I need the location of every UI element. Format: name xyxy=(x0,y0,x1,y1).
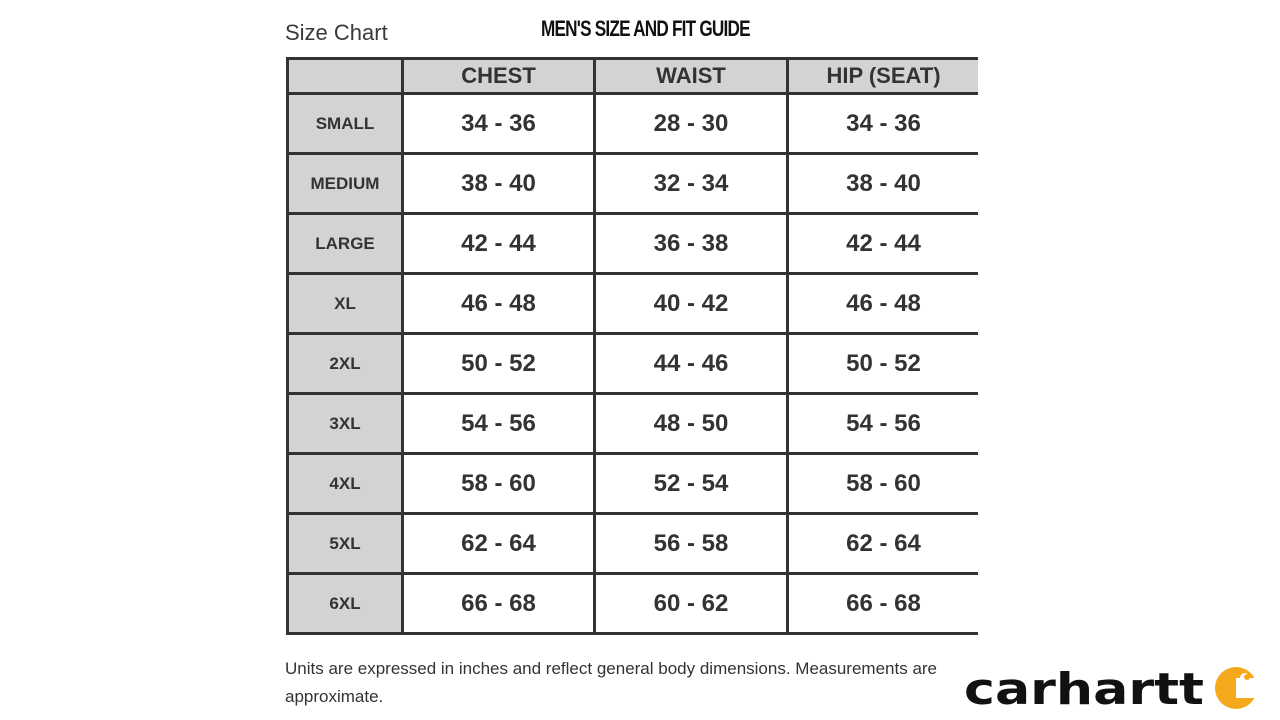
size-label: LARGE xyxy=(286,212,404,275)
page-title: Size Chart xyxy=(285,20,388,45)
waist-cell: 60 - 62 xyxy=(593,572,789,635)
col-waist: WAIST xyxy=(593,58,789,95)
table-row: 6XL 66 - 68 60 - 62 66 - 68 xyxy=(286,572,978,635)
chest-cell: 50 - 52 xyxy=(401,332,596,395)
table-row: SMALL 34 - 36 28 - 30 34 - 36 xyxy=(286,92,978,155)
hip-cell: 46 - 48 xyxy=(786,272,978,335)
table-row: LARGE 42 - 44 36 - 38 42 - 44 xyxy=(286,212,978,275)
waist-cell: 56 - 58 xyxy=(593,512,789,575)
table-row: 3XL 54 - 56 48 - 50 54 - 56 xyxy=(286,392,978,455)
chest-cell: 62 - 64 xyxy=(401,512,596,575)
size-label: XL xyxy=(286,272,404,335)
logo-c-icon xyxy=(1215,667,1258,709)
col-hip: HIP (SEAT) xyxy=(786,58,978,95)
chest-cell: 54 - 56 xyxy=(401,392,596,455)
size-label: SMALL xyxy=(286,93,404,155)
carhartt-logo: carhartt xyxy=(964,664,1258,714)
header-row: CHEST WAIST HIP (SEAT) xyxy=(286,58,978,95)
corner-cell xyxy=(286,58,404,95)
chest-cell: 38 - 40 xyxy=(401,152,596,215)
guide-title: MEN'S SIZE AND FIT GUIDE xyxy=(541,16,751,41)
table-row: 4XL 58 - 60 52 - 54 58 - 60 xyxy=(286,452,978,515)
size-label: 6XL xyxy=(286,572,404,635)
chest-cell: 58 - 60 xyxy=(401,452,596,515)
hip-cell: 38 - 40 xyxy=(786,152,978,215)
waist-cell: 28 - 30 xyxy=(593,92,789,155)
waist-cell: 52 - 54 xyxy=(593,452,789,515)
chest-cell: 34 - 36 xyxy=(401,92,596,155)
col-chest: CHEST xyxy=(401,58,596,95)
chest-cell: 42 - 44 xyxy=(401,212,596,275)
hip-cell: 66 - 68 xyxy=(786,572,978,635)
table-row: XL 46 - 48 40 - 42 46 - 48 xyxy=(286,272,978,335)
size-label: 2XL xyxy=(286,332,404,395)
hip-cell: 34 - 36 xyxy=(786,92,978,155)
table-row: 2XL 50 - 52 44 - 46 50 - 52 xyxy=(286,332,978,395)
size-label: 3XL xyxy=(286,392,404,455)
size-label: MEDIUM xyxy=(286,152,404,215)
hip-cell: 50 - 52 xyxy=(786,332,978,395)
size-table: CHEST WAIST HIP (SEAT) SMALL 34 - 36 28 - … xyxy=(286,57,978,635)
table-row: 5XL 62 - 64 56 - 58 62 - 64 xyxy=(286,512,978,575)
chest-cell: 46 - 48 xyxy=(401,272,596,335)
table-row: MEDIUM 38 - 40 32 - 34 38 - 40 xyxy=(286,152,978,215)
hip-cell: 54 - 56 xyxy=(786,392,978,455)
chest-cell: 66 - 68 xyxy=(401,572,596,635)
hip-cell: 42 - 44 xyxy=(786,212,978,275)
units-note: Units are expressed in inches and reflec… xyxy=(285,659,938,706)
waist-cell: 32 - 34 xyxy=(593,152,789,215)
size-label: 4XL xyxy=(286,452,404,515)
hip-cell: 58 - 60 xyxy=(786,452,978,515)
waist-cell: 40 - 42 xyxy=(593,272,789,335)
size-label: 5XL xyxy=(286,512,404,575)
svg-text:carhartt: carhartt xyxy=(964,664,1204,714)
hip-cell: 62 - 64 xyxy=(786,512,978,575)
waist-cell: 48 - 50 xyxy=(593,392,789,455)
waist-cell: 44 - 46 xyxy=(593,332,789,395)
waist-cell: 36 - 38 xyxy=(593,212,789,275)
